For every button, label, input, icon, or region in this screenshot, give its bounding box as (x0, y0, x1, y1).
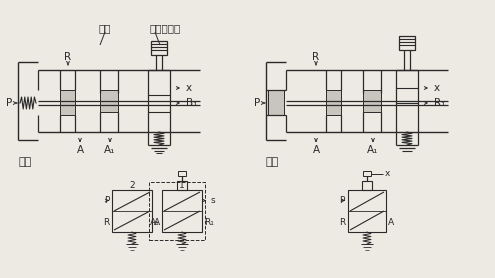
Text: P: P (254, 98, 260, 108)
Text: B₁: B₁ (186, 98, 198, 108)
Text: P: P (340, 196, 345, 205)
Text: 2: 2 (129, 180, 135, 190)
Text: R₁: R₁ (434, 98, 446, 108)
Bar (151, 41, 167, 55)
Text: x: x (434, 83, 440, 93)
Text: 电磁先导阀: 电磁先导阀 (149, 23, 181, 33)
Text: x: x (186, 83, 192, 93)
Bar (177, 181, 187, 190)
Bar (162, 190, 202, 232)
Text: s: s (211, 196, 216, 205)
Bar (268, 90, 284, 115)
Bar (149, 182, 205, 240)
Bar (100, 90, 118, 112)
Text: 1: 1 (179, 180, 185, 190)
Bar (363, 90, 381, 112)
Bar (363, 171, 371, 176)
Text: A₁: A₁ (367, 145, 379, 155)
Text: A₁: A₁ (150, 218, 160, 227)
Bar (112, 190, 152, 232)
Text: 通电: 通电 (266, 157, 279, 167)
Text: A₁: A₁ (104, 145, 116, 155)
Bar (178, 171, 186, 176)
Text: x: x (385, 170, 391, 178)
Text: R: R (339, 218, 345, 227)
Text: 断电: 断电 (18, 157, 31, 167)
Text: R: R (64, 52, 72, 62)
Text: R₁: R₁ (204, 218, 214, 227)
Text: A: A (388, 218, 394, 227)
Bar (399, 36, 415, 50)
Bar (362, 181, 372, 190)
Bar (326, 90, 341, 115)
Text: A: A (312, 145, 320, 155)
Text: 主阀: 主阀 (99, 23, 111, 33)
Text: P: P (103, 196, 109, 205)
Text: A: A (76, 145, 84, 155)
Text: R: R (312, 52, 320, 62)
Text: P: P (6, 98, 12, 108)
Bar (60, 90, 75, 115)
Bar (348, 190, 386, 232)
Text: A: A (154, 218, 160, 227)
Text: R: R (103, 218, 109, 227)
